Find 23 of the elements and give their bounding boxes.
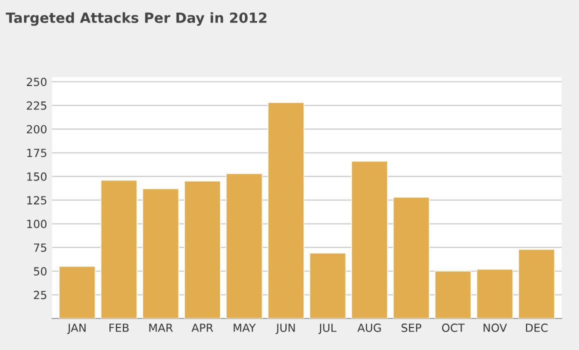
x-tick-label: AUG <box>357 324 381 332</box>
y-tick-label: 75 <box>34 244 46 252</box>
y-tick-label: 125 <box>27 196 46 204</box>
y-tick-label: 150 <box>27 172 47 181</box>
y-tick-label: 200 <box>26 125 47 134</box>
x-tick-label: JUL <box>318 324 336 334</box>
x-tick-label: JUN <box>276 324 295 334</box>
x-tick-label: DEC <box>526 324 548 332</box>
chart-title: Targeted Attacks Per Day in 2012 <box>6 12 266 26</box>
x-tick-label: SEP <box>402 324 422 332</box>
x-tick-label: NOV <box>484 324 507 332</box>
x-tick-label: MAY <box>234 324 256 332</box>
y-tick-label: 100 <box>27 220 47 228</box>
x-tick-label: MAR <box>149 324 173 332</box>
x-tick-label: OCT <box>442 324 465 332</box>
y-tick-label: 175 <box>27 148 46 158</box>
y-tick-label: 25 <box>34 290 46 300</box>
y-tick-label: 50 <box>34 267 47 276</box>
y-tick-label: 225 <box>26 101 46 110</box>
x-tick-label: JAN <box>67 324 86 334</box>
y-tick-label: 250 <box>26 78 47 86</box>
x-tick-label: APR <box>192 324 214 332</box>
x-tick-label: FEB <box>110 324 129 332</box>
